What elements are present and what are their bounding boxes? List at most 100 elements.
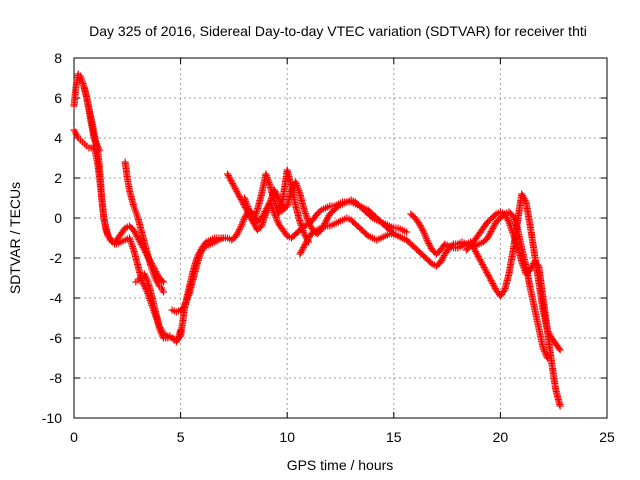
data-point-s10	[502, 212, 510, 220]
data-point-s7	[403, 228, 411, 236]
data-point-s1	[485, 231, 493, 239]
data-point-s10	[506, 221, 514, 229]
data-point-s7	[243, 201, 251, 209]
data-point-s10	[518, 260, 526, 268]
x-axis-label: GPS time / hours	[287, 457, 394, 473]
data-point-s10	[513, 240, 521, 248]
data-point-s6	[226, 175, 234, 183]
data-point-s6	[265, 179, 273, 187]
data-point-s7	[267, 195, 275, 203]
data-point-s7	[322, 216, 330, 224]
data-point-s7	[333, 203, 341, 211]
data-point-s7	[244, 204, 252, 212]
data-point-s1	[438, 256, 446, 264]
data-point-s1	[128, 243, 136, 251]
data-point-s5	[184, 293, 192, 301]
data-point-s7	[266, 200, 274, 208]
data-point-s7	[288, 184, 296, 192]
data-point-s9	[426, 241, 434, 249]
data-point-s6	[298, 225, 306, 233]
data-point-s1	[540, 346, 548, 354]
data-point-s7	[295, 188, 303, 196]
data-point-s9	[489, 280, 497, 288]
data-point-s9	[486, 275, 494, 283]
data-point-s7	[245, 208, 253, 216]
data-point-s9	[415, 220, 423, 228]
data-point-s5	[194, 256, 202, 264]
data-point-s1	[427, 259, 435, 267]
data-point-s6	[224, 170, 232, 178]
data-point-s8	[301, 240, 309, 248]
series-7	[241, 178, 411, 238]
data-point-s5	[183, 295, 191, 303]
data-point-s1	[273, 215, 281, 223]
data-point-s7	[295, 187, 303, 195]
data-point-s0	[136, 237, 144, 245]
data-point-s0	[132, 231, 140, 239]
data-point-s9	[483, 268, 491, 276]
data-point-s9	[416, 222, 424, 230]
data-point-s5	[194, 258, 202, 266]
data-point-s9	[555, 345, 563, 352]
data-point-s1	[273, 217, 281, 225]
data-point-s5	[201, 243, 209, 251]
data-point-s7	[275, 196, 283, 204]
data-point-s7	[248, 215, 256, 223]
data-point-s7	[263, 207, 271, 215]
data-point-s6	[224, 172, 232, 180]
data-point-s6	[230, 183, 238, 191]
series-3	[121, 158, 168, 296]
data-point-s1	[235, 227, 243, 235]
data-point-s9	[485, 273, 493, 281]
data-point-s5	[195, 255, 203, 263]
data-point-s5	[183, 297, 191, 305]
data-point-s1	[542, 351, 550, 359]
data-point-s9	[484, 270, 492, 278]
data-point-s0	[131, 229, 139, 237]
data-point-s0	[134, 234, 142, 242]
data-point-s7	[242, 199, 250, 207]
data-point-s9	[420, 230, 428, 238]
data-point-s6	[225, 173, 233, 181]
data-point-s10	[506, 220, 514, 228]
data-point-s1	[439, 253, 447, 261]
data-point-s7	[249, 218, 257, 226]
data-point-s7	[241, 196, 249, 204]
data-point-s5	[219, 234, 227, 242]
data-point-s5	[197, 249, 205, 257]
data-point-s8	[403, 236, 411, 244]
data-point-s7	[301, 208, 309, 216]
data-point-s7	[276, 197, 284, 205]
series-8	[296, 214, 411, 258]
data-point-s9	[473, 251, 481, 259]
data-point-s9	[423, 236, 431, 244]
data-point-s7	[302, 211, 310, 219]
data-point-s6	[296, 218, 304, 226]
data-point-s1	[438, 255, 446, 263]
data-point-s7	[272, 189, 280, 197]
data-point-s6	[252, 209, 260, 217]
data-point-s9	[477, 257, 485, 265]
data-point-s6	[228, 178, 236, 186]
series-10	[462, 208, 564, 410]
data-point-s7	[367, 213, 375, 221]
data-point-s0	[131, 228, 139, 236]
data-point-s10	[528, 263, 536, 271]
data-point-s9	[478, 260, 486, 268]
data-point-s0	[158, 277, 166, 285]
data-point-s5	[182, 299, 190, 307]
data-point-s8	[296, 250, 304, 258]
data-point-s7	[294, 183, 302, 191]
data-point-s7	[258, 222, 266, 230]
data-point-s7	[265, 201, 273, 209]
data-point-s1	[241, 214, 249, 222]
data-point-s7	[323, 215, 331, 223]
data-point-s1	[126, 236, 134, 244]
y-tick-label: -2	[50, 250, 63, 266]
data-point-s1	[233, 230, 241, 238]
data-point-s9	[487, 276, 495, 284]
y-axis-label: SDTVAR / TECUs	[7, 182, 23, 294]
x-tick-label: 5	[177, 429, 185, 445]
data-point-s9	[417, 223, 425, 231]
data-point-s4	[177, 326, 185, 334]
